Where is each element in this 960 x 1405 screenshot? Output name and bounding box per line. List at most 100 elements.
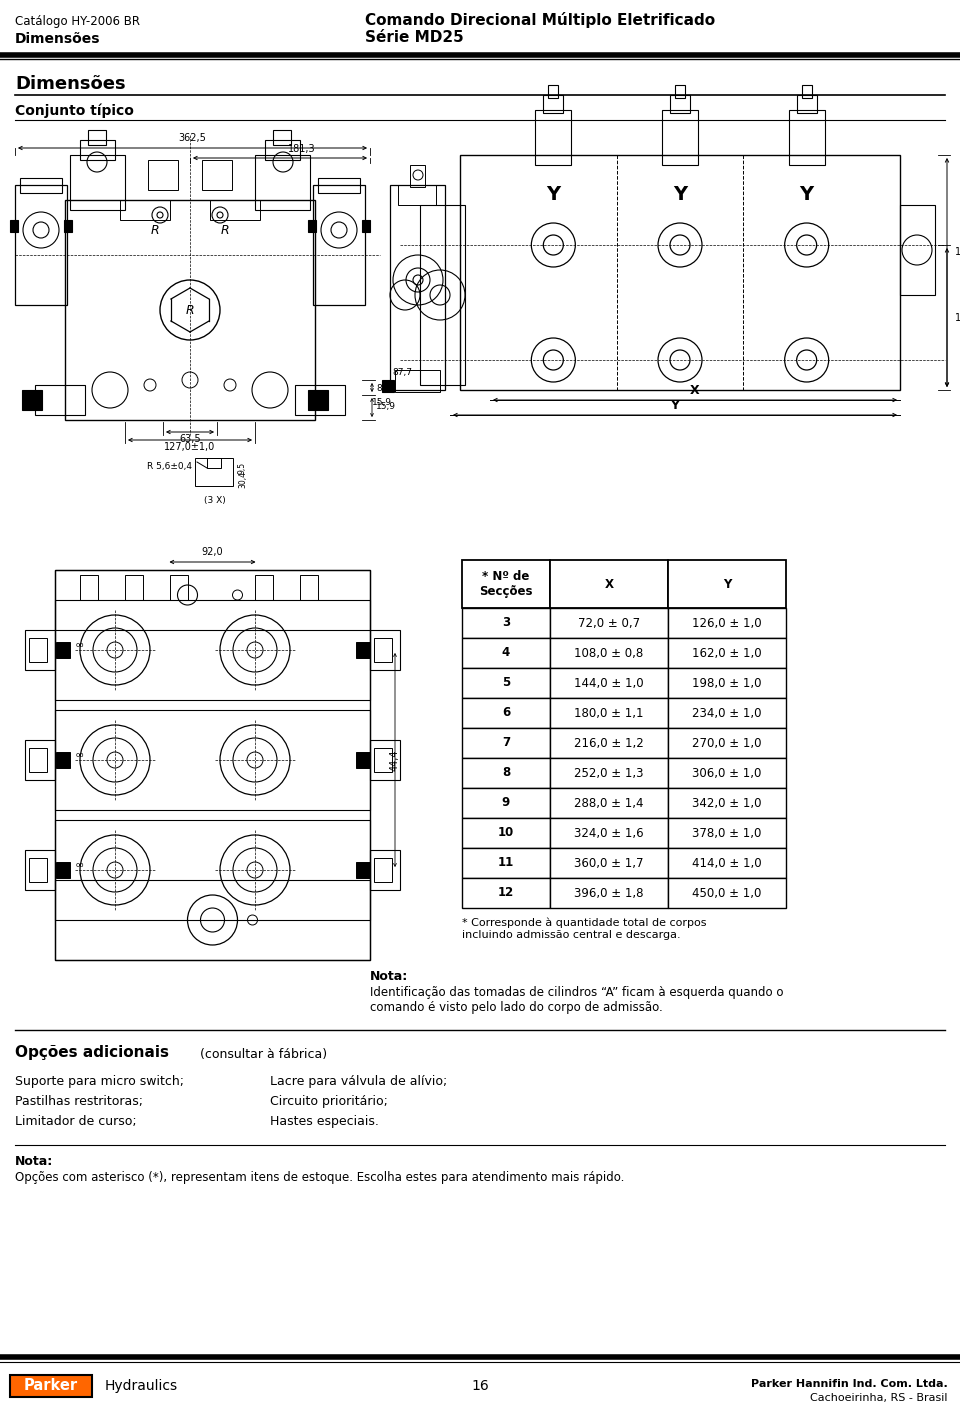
- Bar: [670, 96, 690, 112]
- Text: Identificação das tomadas de cilindros “A” ficam à esquerda quando o
comando é v: Identificação das tomadas de cilindros “…: [370, 986, 783, 1014]
- Bar: [668, 638, 786, 667]
- Bar: [462, 728, 550, 759]
- Bar: [550, 667, 668, 698]
- Text: 92,0: 92,0: [202, 547, 224, 556]
- Bar: [802, 84, 811, 98]
- Text: R 5,6±0,4: R 5,6±0,4: [147, 461, 192, 471]
- Text: Y: Y: [800, 185, 814, 205]
- Bar: [410, 164, 425, 187]
- Text: oo: oo: [76, 863, 84, 868]
- Text: 378,0 ± 1,0: 378,0 ± 1,0: [692, 826, 761, 840]
- Bar: [80, 575, 98, 600]
- Text: 198,0 ± 1,0: 198,0 ± 1,0: [692, 676, 761, 690]
- Bar: [462, 878, 550, 908]
- Bar: [56, 642, 70, 658]
- Bar: [29, 858, 47, 882]
- Text: 396,0 ± 1,8: 396,0 ± 1,8: [574, 887, 644, 899]
- Text: * Corresponde à quantidade total de corpos
incluindo admissão central e descarga: * Corresponde à quantidade total de corp…: [462, 917, 707, 940]
- Text: Suporte para micro switch;: Suporte para micro switch;: [15, 1075, 184, 1087]
- Bar: [10, 221, 18, 232]
- Text: 342,0 ± 1,0: 342,0 ± 1,0: [692, 797, 761, 809]
- Text: 9: 9: [502, 797, 510, 809]
- Bar: [64, 221, 72, 232]
- Bar: [675, 84, 685, 98]
- Text: Parker: Parker: [24, 1378, 78, 1394]
- Bar: [662, 110, 698, 164]
- Bar: [202, 160, 232, 190]
- Bar: [370, 850, 400, 889]
- Text: Catálogo HY-2006 BR: Catálogo HY-2006 BR: [15, 15, 140, 28]
- Bar: [65, 200, 315, 420]
- Text: Conjunto típico: Conjunto típico: [15, 103, 133, 118]
- Text: 8: 8: [502, 767, 510, 780]
- Bar: [255, 575, 273, 600]
- Text: 252,0 ± 1,3: 252,0 ± 1,3: [574, 767, 644, 780]
- Text: * Nº de
Secções: * Nº de Secções: [479, 570, 533, 599]
- Text: 126,0 ± 1,0: 126,0 ± 1,0: [692, 617, 762, 629]
- Bar: [25, 850, 55, 889]
- Bar: [148, 160, 178, 190]
- Bar: [550, 818, 668, 849]
- Bar: [550, 728, 668, 759]
- Bar: [462, 788, 550, 818]
- Text: 108,0 ± 0,8: 108,0 ± 0,8: [574, 646, 643, 659]
- Bar: [550, 698, 668, 728]
- Bar: [20, 178, 62, 192]
- Text: Circuito prioritário;: Circuito prioritário;: [270, 1094, 388, 1109]
- Bar: [374, 638, 392, 662]
- Bar: [56, 752, 70, 769]
- Text: 63,5: 63,5: [180, 434, 201, 444]
- Bar: [55, 600, 370, 700]
- Text: 5: 5: [502, 676, 510, 690]
- Text: Opções adicionais: Opções adicionais: [15, 1045, 169, 1059]
- Bar: [356, 863, 370, 878]
- Bar: [668, 849, 786, 878]
- Text: Série MD25: Série MD25: [365, 30, 464, 45]
- Text: X: X: [605, 577, 613, 590]
- Bar: [462, 638, 550, 667]
- Bar: [300, 575, 318, 600]
- Bar: [362, 221, 370, 232]
- Text: Opções com asterisco (*), representam itens de estoque. Escolha estes para atend: Opções com asterisco (*), representam it…: [15, 1170, 624, 1184]
- Text: Nota:: Nota:: [15, 1155, 53, 1168]
- Bar: [25, 629, 55, 670]
- Text: 4: 4: [502, 646, 510, 659]
- Bar: [370, 629, 400, 670]
- Text: 6: 6: [502, 707, 510, 719]
- Bar: [668, 608, 786, 638]
- Bar: [536, 110, 571, 164]
- Bar: [10, 1375, 92, 1397]
- Bar: [668, 561, 786, 608]
- Text: Limitador de curso;: Limitador de curso;: [15, 1116, 136, 1128]
- Text: 16: 16: [471, 1378, 489, 1392]
- Bar: [25, 740, 55, 780]
- Bar: [255, 155, 310, 209]
- Text: Nota:: Nota:: [370, 969, 408, 984]
- Text: oo: oo: [76, 752, 84, 759]
- Bar: [668, 788, 786, 818]
- Text: Comando Direcional Múltiplo Eletrificado: Comando Direcional Múltiplo Eletrificado: [365, 13, 715, 28]
- Bar: [462, 561, 550, 608]
- Bar: [382, 379, 394, 392]
- Bar: [318, 178, 360, 192]
- Text: 324,0 ± 1,6: 324,0 ± 1,6: [574, 826, 644, 840]
- Bar: [550, 878, 668, 908]
- Bar: [900, 205, 935, 295]
- Text: Dimensões: Dimensões: [15, 32, 101, 46]
- Text: 10: 10: [498, 826, 515, 840]
- Text: Hydraulics: Hydraulics: [105, 1378, 179, 1392]
- Bar: [550, 788, 668, 818]
- Bar: [195, 458, 233, 486]
- Text: Pastilhas restritoras;: Pastilhas restritoras;: [15, 1094, 143, 1109]
- Bar: [668, 728, 786, 759]
- Bar: [56, 863, 70, 878]
- Text: Cachoeirinha, RS - Brasil: Cachoeirinha, RS - Brasil: [810, 1392, 948, 1404]
- Text: (consultar à fábrica): (consultar à fábrica): [200, 1048, 327, 1061]
- Bar: [374, 858, 392, 882]
- Bar: [550, 849, 668, 878]
- Text: 362,5: 362,5: [178, 133, 206, 143]
- Text: 15,9: 15,9: [376, 402, 396, 412]
- Bar: [55, 570, 370, 960]
- Text: 127,0±1,0: 127,0±1,0: [164, 443, 216, 452]
- Bar: [29, 747, 47, 771]
